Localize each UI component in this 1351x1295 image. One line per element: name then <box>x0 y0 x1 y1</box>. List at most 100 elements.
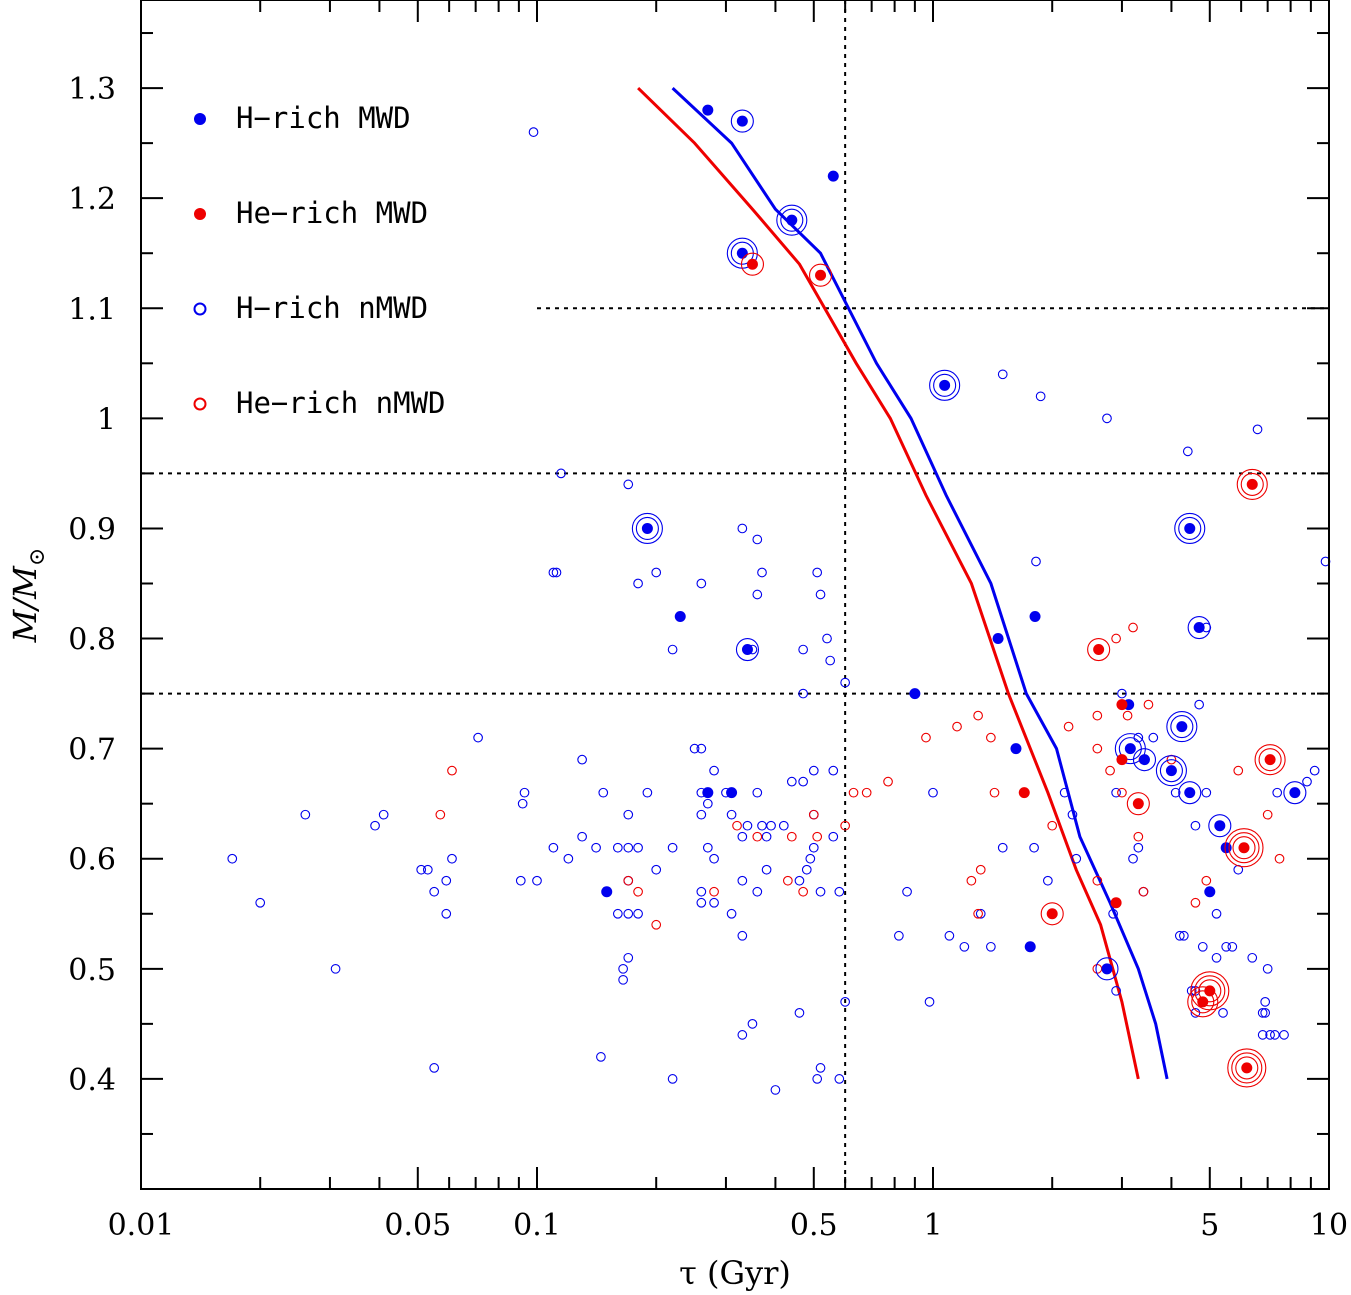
y-axis-title: M/M⊙ <box>6 548 50 644</box>
h-rich-nmwd-point <box>737 831 748 842</box>
plot-frame <box>140 0 1330 1190</box>
he-rich-nmwd-point <box>1143 699 1154 710</box>
h-rich-nmwd-point <box>532 875 542 886</box>
h-rich-nmwd-point <box>623 952 634 963</box>
h-rich-nmwd-point <box>709 897 719 908</box>
h-rich-mwd-point <box>827 170 839 182</box>
h-rich-nmwd-point <box>598 787 609 798</box>
h-rich-nmwd-point <box>556 468 566 479</box>
h-rich-nmwd-point <box>667 842 678 853</box>
he-rich-mwd-ring <box>1194 975 1226 1007</box>
h-rich-nmwd-point <box>1102 413 1112 424</box>
legend-marker <box>194 113 206 125</box>
h-rich-nmwd-point <box>563 853 574 864</box>
he-rich-nmwd-point <box>848 787 859 798</box>
he-rich-nmwd-point <box>1122 710 1133 721</box>
h-rich-nmwd-point <box>1071 853 1082 864</box>
h-rich-nmwd-point <box>752 589 763 600</box>
h-rich-nmwd-point <box>517 798 528 809</box>
h-rich-nmwd-point <box>997 369 1008 380</box>
he-rich-nmwd-point <box>798 886 809 897</box>
legend-marker <box>193 302 207 316</box>
h-rich-nmwd-point <box>596 1052 606 1062</box>
h-rich-nmwd-point <box>997 842 1008 853</box>
h-rich-nmwd-point <box>709 765 719 776</box>
h-rich-nmwd-point <box>805 853 816 864</box>
he-rich-nmwd-point <box>840 820 850 831</box>
he-rich-nmwd-point <box>447 765 457 776</box>
h-rich-nmwd-point <box>1260 1008 1271 1018</box>
he-rich-mwd-ring <box>1227 1048 1267 1088</box>
h-rich-nmwd-point <box>1067 809 1078 820</box>
h-rich-nmwd-point <box>828 831 839 842</box>
h-rich-nmwd-point <box>1174 930 1185 941</box>
he-rich-nmwd-point <box>952 721 962 732</box>
h-rich-mwd-point <box>992 633 1004 645</box>
he-rich-nmwd-point <box>1262 809 1273 820</box>
he-rich-nmwd-point <box>1092 963 1103 974</box>
h-rich-mwd-ring <box>735 637 760 662</box>
h-rich-nmwd-point <box>726 908 737 919</box>
h-rich-nmwd-point <box>757 567 767 578</box>
h-rich-nmwd-point <box>300 809 311 820</box>
h-rich-mwd-ring <box>1174 512 1206 544</box>
h-rich-nmwd-point <box>1179 930 1189 941</box>
he-rich-mwd-ring <box>808 263 833 287</box>
h-rich-nmwd-point <box>737 875 748 886</box>
he-rich-mwd-ring <box>1198 979 1222 1003</box>
h-rich-nmwd-point <box>752 886 763 897</box>
h-rich-nmwd-point <box>378 809 389 820</box>
h-rich-nmwd-point <box>815 1063 826 1073</box>
h-rich-nmwd-point <box>227 853 238 864</box>
y-axis-title-main: M/M <box>6 565 44 644</box>
h-rich-nmwd-point <box>801 864 812 875</box>
h-rich-nmwd-point <box>778 820 789 831</box>
h-rich-nmwd-point <box>737 930 748 941</box>
legend-marker <box>194 208 206 220</box>
he-rich-mwd-ring <box>1187 986 1219 1018</box>
y-tick-label: 0.5 <box>68 953 116 988</box>
he-rich-nmwd-point <box>435 809 446 820</box>
h-rich-mwd-point <box>1165 765 1177 777</box>
h-rich-mwd-ring <box>1283 781 1307 805</box>
h-rich-nmwd-point <box>1279 1030 1289 1040</box>
h-rich-nmwd-point <box>815 886 826 897</box>
h-rich-mwd-point <box>726 787 738 799</box>
h-rich-nmwd-point <box>1262 963 1273 974</box>
h-rich-mwd-ring <box>780 208 804 232</box>
h-rich-nmwd-point <box>1117 688 1127 699</box>
h-rich-mwd-point <box>601 886 613 898</box>
h-rich-nmwd-point <box>822 633 832 644</box>
h-rich-nmwd-point <box>840 677 850 688</box>
h-rich-nmwd-point <box>642 787 653 798</box>
h-rich-nmwd-point <box>1133 842 1144 853</box>
h-rich-nmwd-point <box>667 1074 678 1084</box>
h-rich-mwd-point <box>786 214 798 226</box>
h-rich-mwd-point <box>1138 754 1150 766</box>
he-rich-nmwd-point <box>1201 875 1212 886</box>
he-rich-nmwd-point <box>709 886 719 897</box>
he-rich-mwd-point <box>746 258 758 270</box>
h-rich-mwd-ring <box>933 373 957 397</box>
h-rich-nmwd-point <box>902 886 912 897</box>
he-rich-mwd-point <box>1238 842 1250 854</box>
he-rich-mwd-point <box>1116 699 1128 711</box>
h-rich-nmwd-point <box>577 754 587 765</box>
h-rich-nmwd-point <box>1031 556 1041 567</box>
y-tick-label: 0.4 <box>68 1063 116 1098</box>
h-rich-nmwd-point <box>422 864 433 875</box>
h-rich-mwd-ring <box>1155 755 1187 787</box>
h-rich-nmwd-point <box>808 765 819 776</box>
limit-curve-he-rich <box>637 87 1140 1080</box>
h-rich-mwd-point <box>1101 963 1113 975</box>
h-rich-nmwd-point <box>798 644 809 655</box>
h-rich-nmwd-point <box>1190 820 1201 831</box>
y-tick-label: 1.3 <box>68 72 116 107</box>
h-rich-mwd-point <box>741 644 753 656</box>
h-rich-nmwd-point <box>255 897 266 908</box>
he-rich-nmwd-point <box>975 864 986 875</box>
h-rich-mwd-point <box>1184 522 1196 534</box>
h-rich-nmwd-point <box>633 578 643 589</box>
h-rich-nmwd-point <box>737 523 748 534</box>
h-rich-mwd-ring <box>730 109 754 133</box>
